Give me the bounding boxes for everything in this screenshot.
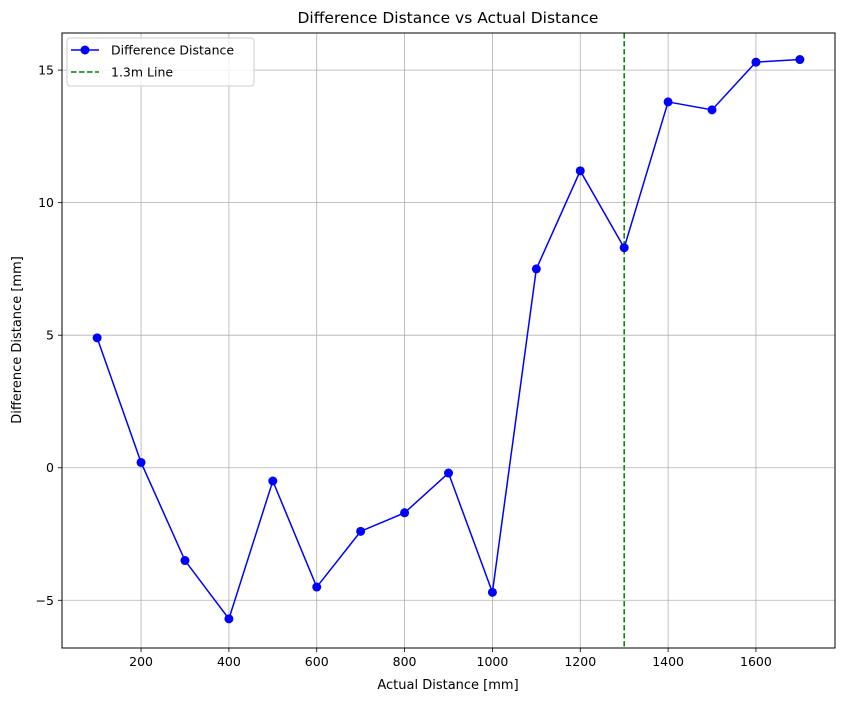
plot-frame <box>61 32 836 649</box>
data-point <box>356 526 366 536</box>
data-point <box>312 582 322 592</box>
data-point <box>444 468 453 478</box>
data-point <box>663 97 673 107</box>
data-point <box>400 508 410 518</box>
tick-layer: 200 400 600 800 1000 1200 1400 1600 −5 0 5 10 15 <box>36 63 772 669</box>
y-tick-label: 15 <box>38 63 54 78</box>
series-layer <box>92 55 805 624</box>
data-point <box>619 243 629 253</box>
x-tick-label: 800 <box>393 654 417 669</box>
x-tick-label: 400 <box>217 654 241 669</box>
data-point <box>751 57 761 67</box>
data-point <box>531 264 541 274</box>
data-point <box>707 105 717 115</box>
y-tick-label: −5 <box>36 593 54 608</box>
x-axis-label: Actual Distance [mm] <box>377 678 518 693</box>
x-tick-label: 200 <box>129 654 153 669</box>
data-point <box>136 457 146 467</box>
legend-box <box>66 37 255 87</box>
y-tick-label: 10 <box>38 195 54 210</box>
x-tick-label: 600 <box>305 654 329 669</box>
legend: Difference Distance 1.3m Line <box>66 37 255 87</box>
y-axis-label: Difference Distance [mm] <box>10 256 25 424</box>
y-tick-label: 0 <box>46 460 54 475</box>
x-tick-label: 1200 <box>564 654 596 669</box>
x-tick-label: 1400 <box>652 654 684 669</box>
legend-marker-series <box>80 45 90 55</box>
data-point <box>575 166 585 176</box>
data-point <box>224 614 234 624</box>
legend-label-reference: 1.3m Line <box>111 65 173 80</box>
grid-layer <box>62 33 835 648</box>
x-tick-label: 1600 <box>740 654 772 669</box>
legend-label-series: Difference Distance <box>111 43 234 58</box>
y-tick-label: 5 <box>46 328 54 343</box>
data-point <box>795 55 805 65</box>
x-tick-label: 1000 <box>477 654 509 669</box>
chart-title: Difference Distance vs Actual Distance <box>298 9 599 27</box>
data-point <box>268 476 278 486</box>
data-point <box>180 556 190 566</box>
data-point <box>487 587 497 597</box>
data-point <box>92 333 102 343</box>
